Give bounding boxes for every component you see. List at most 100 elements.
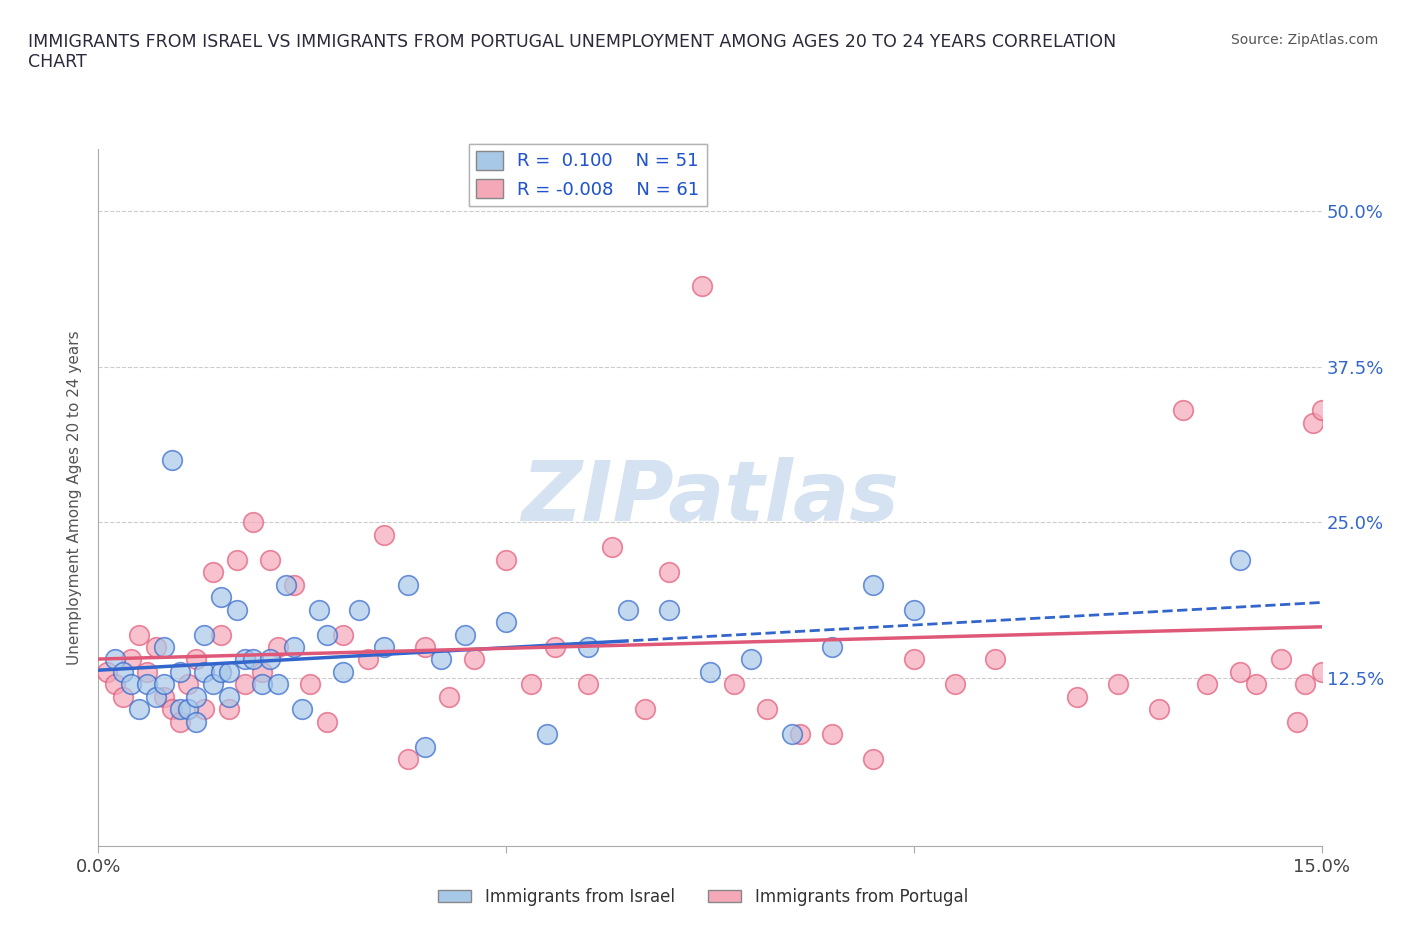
Point bbox=[1229, 665, 1251, 680]
Point bbox=[152, 689, 174, 704]
Point bbox=[984, 652, 1007, 667]
Point bbox=[332, 627, 354, 642]
Point bbox=[218, 689, 240, 704]
Point bbox=[430, 652, 453, 667]
Point bbox=[1147, 702, 1170, 717]
Point bbox=[111, 689, 134, 704]
Legend: R =  0.100    N = 51, R = -0.008    N = 61: R = 0.100 N = 51, R = -0.008 N = 61 bbox=[468, 144, 707, 206]
Point bbox=[177, 677, 200, 692]
Point bbox=[193, 702, 215, 717]
Point bbox=[250, 665, 273, 680]
Point bbox=[242, 515, 264, 530]
Point bbox=[209, 627, 232, 642]
Point bbox=[177, 702, 200, 717]
Legend: Immigrants from Israel, Immigrants from Portugal: Immigrants from Israel, Immigrants from … bbox=[432, 881, 974, 912]
Point bbox=[690, 278, 713, 293]
Point bbox=[136, 677, 159, 692]
Point bbox=[104, 652, 127, 667]
Point bbox=[315, 627, 337, 642]
Point bbox=[437, 689, 460, 704]
Point bbox=[274, 578, 297, 592]
Point bbox=[291, 702, 314, 717]
Point bbox=[740, 652, 762, 667]
Text: ZIPatlas: ZIPatlas bbox=[522, 457, 898, 538]
Point bbox=[120, 677, 142, 692]
Point bbox=[218, 665, 240, 680]
Point bbox=[943, 677, 966, 692]
Point bbox=[145, 689, 167, 704]
Point bbox=[120, 652, 142, 667]
Point bbox=[617, 603, 640, 618]
Point bbox=[356, 652, 378, 667]
Point bbox=[209, 590, 232, 604]
Point bbox=[332, 665, 354, 680]
Point bbox=[396, 751, 419, 766]
Point bbox=[821, 726, 844, 741]
Point bbox=[104, 677, 127, 692]
Point bbox=[1107, 677, 1129, 692]
Point bbox=[544, 640, 567, 655]
Point bbox=[862, 751, 884, 766]
Point bbox=[308, 603, 330, 618]
Point bbox=[169, 665, 191, 680]
Point bbox=[1171, 403, 1194, 418]
Point bbox=[259, 552, 281, 567]
Point bbox=[576, 677, 599, 692]
Point bbox=[152, 677, 174, 692]
Point bbox=[789, 726, 811, 741]
Point bbox=[576, 640, 599, 655]
Point bbox=[821, 640, 844, 655]
Point bbox=[1310, 665, 1333, 680]
Text: IMMIGRANTS FROM ISRAEL VS IMMIGRANTS FROM PORTUGAL UNEMPLOYMENT AMONG AGES 20 TO: IMMIGRANTS FROM ISRAEL VS IMMIGRANTS FRO… bbox=[28, 33, 1116, 72]
Text: Source: ZipAtlas.com: Source: ZipAtlas.com bbox=[1230, 33, 1378, 46]
Point bbox=[1286, 714, 1309, 729]
Point bbox=[128, 702, 150, 717]
Point bbox=[226, 552, 249, 567]
Point bbox=[242, 652, 264, 667]
Point bbox=[634, 702, 657, 717]
Point bbox=[250, 677, 273, 692]
Point bbox=[495, 615, 517, 630]
Point bbox=[186, 714, 208, 729]
Point bbox=[1246, 677, 1268, 692]
Point bbox=[128, 627, 150, 642]
Y-axis label: Unemployment Among Ages 20 to 24 years: Unemployment Among Ages 20 to 24 years bbox=[67, 330, 83, 665]
Point bbox=[862, 578, 884, 592]
Point bbox=[396, 578, 419, 592]
Point bbox=[495, 552, 517, 567]
Point bbox=[1310, 403, 1333, 418]
Point bbox=[903, 603, 925, 618]
Point bbox=[267, 640, 290, 655]
Point bbox=[536, 726, 558, 741]
Point bbox=[903, 652, 925, 667]
Point bbox=[186, 652, 208, 667]
Point bbox=[463, 652, 485, 667]
Point bbox=[413, 640, 436, 655]
Point bbox=[454, 627, 477, 642]
Point bbox=[373, 527, 395, 542]
Point bbox=[209, 665, 232, 680]
Point bbox=[1294, 677, 1316, 692]
Point bbox=[111, 665, 134, 680]
Point bbox=[1302, 416, 1324, 431]
Point bbox=[723, 677, 745, 692]
Point bbox=[233, 652, 256, 667]
Point bbox=[1229, 552, 1251, 567]
Point bbox=[1270, 652, 1292, 667]
Point bbox=[756, 702, 779, 717]
Point bbox=[169, 702, 191, 717]
Point bbox=[315, 714, 337, 729]
Point bbox=[218, 702, 240, 717]
Point bbox=[186, 689, 208, 704]
Point bbox=[519, 677, 541, 692]
Point bbox=[1197, 677, 1219, 692]
Point bbox=[136, 665, 159, 680]
Point bbox=[373, 640, 395, 655]
Point bbox=[201, 677, 224, 692]
Point bbox=[283, 578, 305, 592]
Point bbox=[160, 702, 183, 717]
Point bbox=[259, 652, 281, 667]
Point bbox=[349, 603, 371, 618]
Point bbox=[226, 603, 249, 618]
Point bbox=[658, 603, 681, 618]
